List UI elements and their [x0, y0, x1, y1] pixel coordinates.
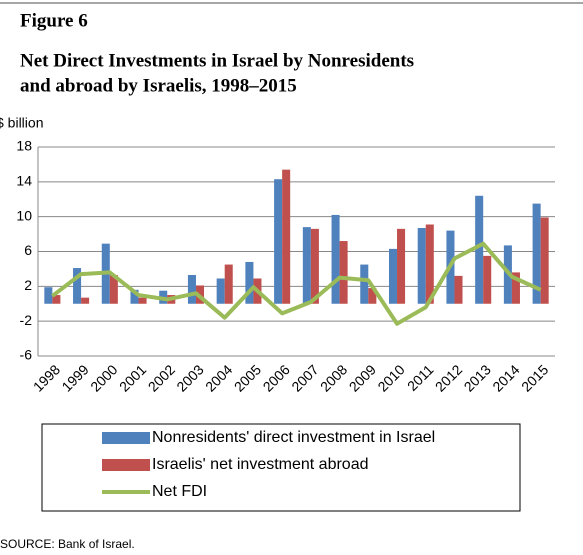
bar [454, 275, 463, 304]
chart-title: and abroad by Israelis, 1998–2015 [20, 75, 297, 96]
x-tick-label: 1998 [30, 361, 63, 394]
bar [331, 214, 340, 304]
bar [44, 287, 53, 304]
bar [417, 227, 426, 304]
legend-swatch [102, 432, 150, 444]
x-tick-label: 2015 [518, 361, 551, 394]
bar [73, 268, 82, 304]
bar [475, 195, 484, 304]
x-tick-label: 2011 [404, 361, 437, 394]
bar [224, 264, 233, 304]
x-tick-label: 2005 [231, 361, 264, 394]
bar [81, 297, 90, 304]
x-tick-label: 2010 [374, 361, 407, 394]
bar [511, 272, 520, 304]
x-tick-label: 2013 [461, 361, 494, 394]
line [51, 241, 542, 326]
x-tick-label: 2007 [288, 361, 321, 394]
x-tick-label: 2001 [116, 361, 149, 394]
source: SOURCE: Bank of Israel. [0, 537, 135, 551]
bar [532, 203, 541, 304]
bar [483, 255, 492, 304]
bar [245, 261, 254, 304]
x-tick-label: 2004 [202, 361, 235, 394]
y-tick-label: 2 [24, 277, 32, 293]
x-tick-label: 2012 [432, 361, 465, 394]
bar [274, 179, 283, 304]
y-axis-label: $ billion [0, 115, 43, 131]
y-tick-label: 14 [16, 173, 32, 189]
bar [130, 289, 139, 304]
x-tick-label: 2009 [346, 361, 379, 394]
bar [368, 288, 377, 304]
legend-swatch [102, 459, 150, 471]
legend-box [41, 423, 521, 512]
bar [425, 224, 434, 304]
x-tick-label: 2006 [260, 361, 293, 394]
y-tick-label: 10 [16, 207, 32, 223]
bar [216, 278, 225, 304]
legend-label: Net FDI [152, 483, 207, 500]
x-tick-label: 2014 [489, 361, 522, 394]
bar [310, 228, 319, 304]
bar [138, 297, 147, 304]
bar [302, 227, 311, 304]
x-tick-label: 2003 [173, 361, 206, 394]
y-tick-label: 18 [16, 138, 32, 154]
bar [282, 169, 291, 304]
chart-title: Net Direct Investments in Israel by Nonr… [20, 50, 414, 71]
legend-label: Nonresidents' direct investment in Israe… [152, 429, 435, 446]
figure-label: Figure 6 [20, 10, 88, 31]
bar [339, 241, 348, 304]
legend-label: Israelis' net investment abroad [152, 456, 369, 473]
bar [187, 275, 196, 304]
bar [388, 248, 398, 304]
bar [109, 275, 118, 304]
bar [52, 295, 61, 304]
y-tick-label: -2 [20, 312, 33, 328]
x-tick-label: 2002 [145, 361, 178, 394]
bar [540, 217, 549, 304]
x-tick-label: 2008 [317, 361, 350, 394]
x-tick-label: 2000 [87, 361, 120, 394]
bar [360, 264, 369, 304]
x-tick-label: 1999 [58, 361, 91, 394]
bar [397, 228, 406, 304]
y-tick-label: 6 [24, 242, 32, 258]
y-tick-label: -6 [20, 347, 33, 363]
